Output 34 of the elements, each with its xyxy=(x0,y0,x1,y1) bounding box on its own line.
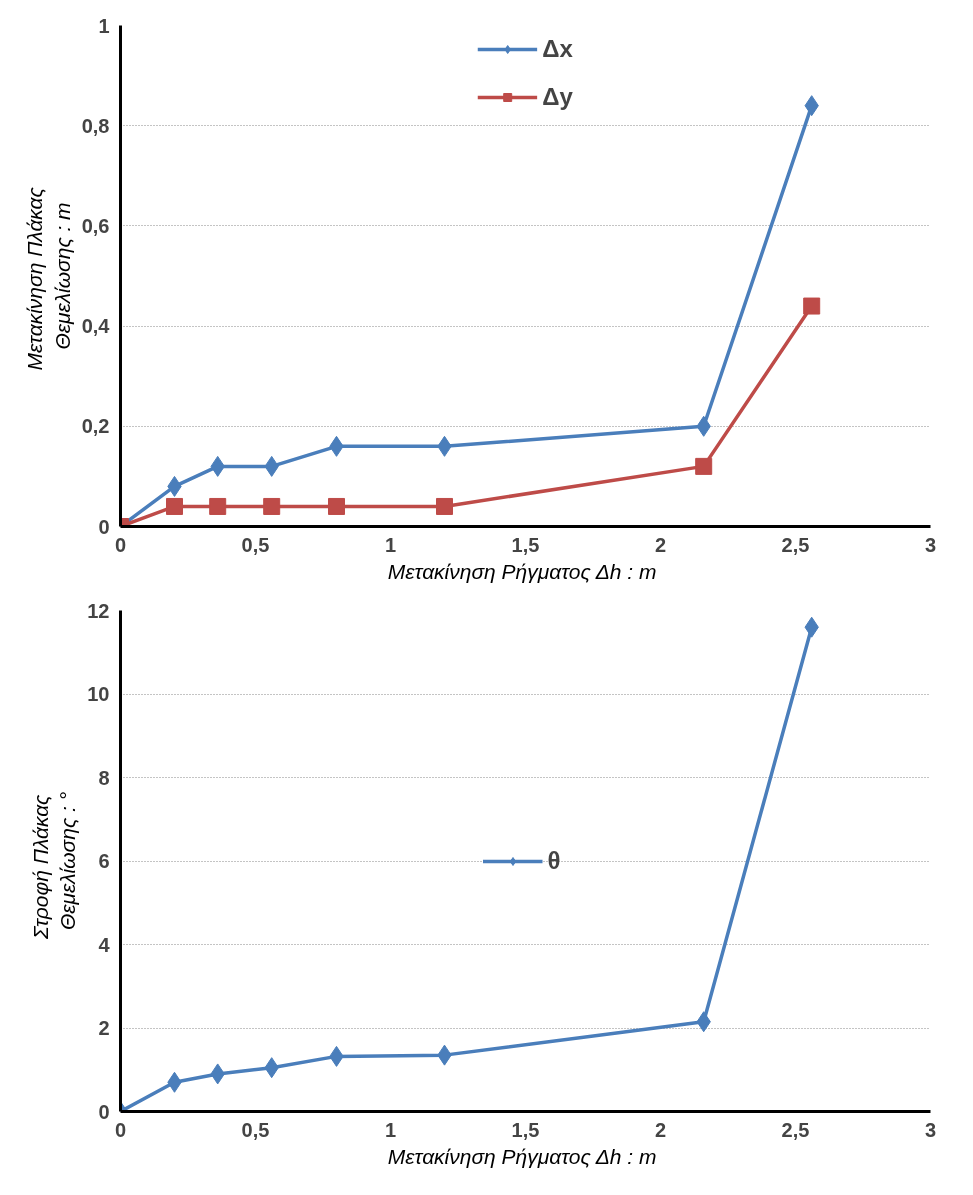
y-tick-label: 6 xyxy=(98,850,110,872)
x-tick-label: 2,5 xyxy=(781,1118,810,1141)
y-tick-label: 2 xyxy=(98,1017,110,1039)
legend-label: Δx xyxy=(542,35,573,63)
y-axis-title: Στροφή Πλάκας Θεμελίωσης : ° xyxy=(28,791,80,940)
x-tick-label: 3 xyxy=(924,533,937,556)
x-tick-label: 2,5 xyxy=(781,533,810,556)
x-axis-title: Μετακίνηση Ρήγματος Δh : m xyxy=(387,559,657,583)
y-tick-label: 0,4 xyxy=(81,315,111,338)
x-tick-label: 2 xyxy=(654,533,667,556)
x-axis-title: Μετακίνηση Ρήγματος Δh : m xyxy=(387,1144,657,1168)
y-tick-label: 0,8 xyxy=(81,114,110,137)
y-tick-label: 12 xyxy=(87,599,110,622)
legend-label: Δy xyxy=(542,83,573,111)
x-tick-label: 2 xyxy=(654,1118,667,1141)
y-tick-label: 10 xyxy=(87,683,110,705)
x-tick-label: 1 xyxy=(384,1118,397,1141)
y-tick-label: 0,6 xyxy=(81,214,110,237)
x-tick-label: 3 xyxy=(924,1118,937,1141)
y-tick-label: 0 xyxy=(98,515,110,538)
y-tick-label: 4 xyxy=(98,933,111,956)
x-tick-label: 1 xyxy=(384,533,397,556)
y-tick-label: 0 xyxy=(98,1100,110,1123)
x-tick-label: 0 xyxy=(114,1118,127,1141)
x-tick-label: 0,5 xyxy=(241,1118,270,1141)
legend-label: θ xyxy=(547,846,562,875)
y-axis-title: Μετακίνηση Πλάκας Θεμελίωσης : m xyxy=(23,186,74,371)
y-tick-label: 1 xyxy=(98,14,110,37)
y-tick-label: 8 xyxy=(98,766,110,789)
x-tick-label: 0,5 xyxy=(241,533,270,556)
x-tick-label: 1,5 xyxy=(511,1118,540,1141)
y-tick-label: 0,2 xyxy=(81,415,110,438)
x-tick-label: 1,5 xyxy=(511,533,540,556)
x-tick-label: 0 xyxy=(114,533,127,556)
